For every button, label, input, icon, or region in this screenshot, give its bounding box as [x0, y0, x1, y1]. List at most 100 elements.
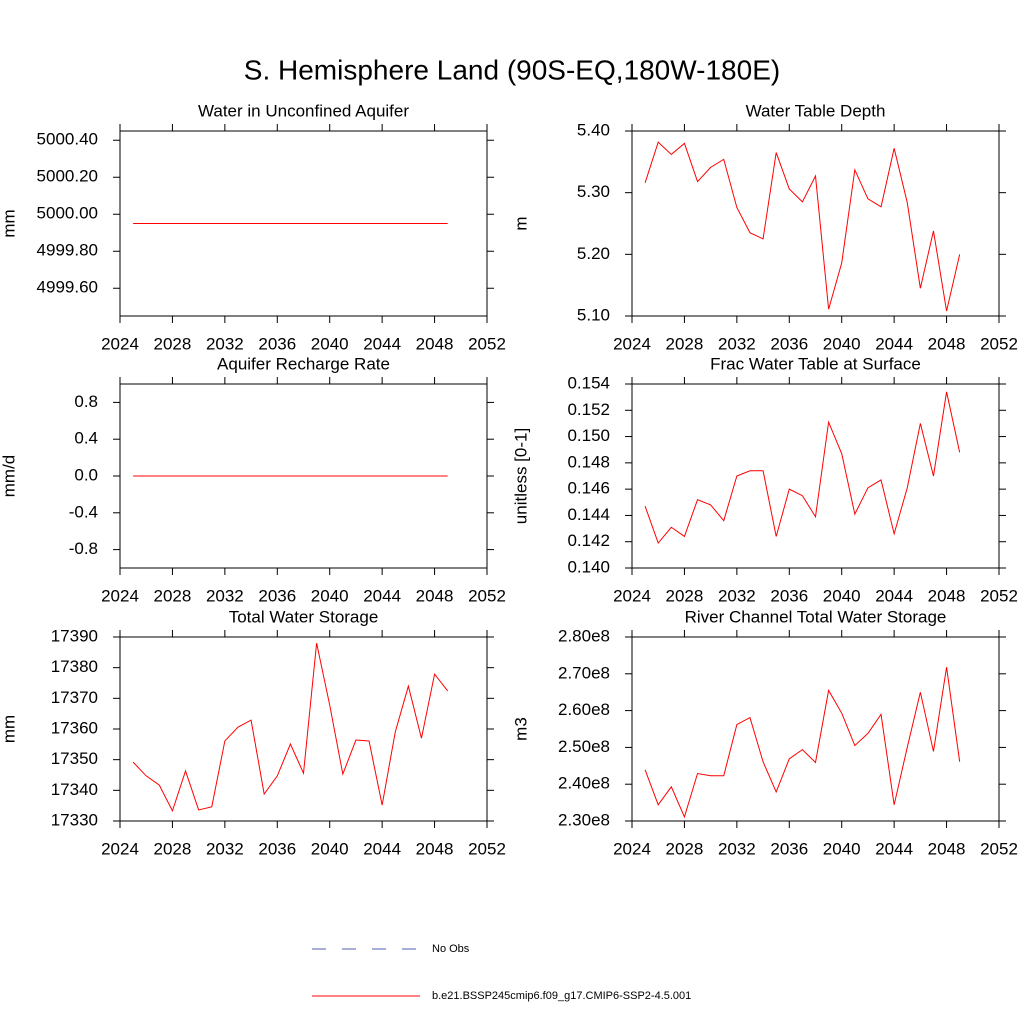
y-tick-label: 0.148: [567, 452, 610, 471]
y-tick-label: 2.70e8: [558, 663, 610, 682]
panel-title: River Channel Total Water Storage: [685, 607, 947, 626]
y-tick-label: 17330: [51, 810, 98, 829]
legend-label: No Obs: [432, 943, 470, 955]
panel-title: Water in Unconfined Aquifer: [198, 101, 409, 120]
y-tick-label: 2.80e8: [558, 626, 610, 645]
x-tick-label: 2032: [206, 586, 244, 605]
y-tick-label: 0.152: [567, 400, 610, 419]
y-tick-label: 2.60e8: [558, 700, 610, 719]
x-tick-label: 2024: [101, 334, 139, 353]
x-tick-label: 2048: [416, 586, 454, 605]
x-tick-label: 2028: [666, 839, 704, 858]
x-tick-label: 2024: [613, 839, 651, 858]
x-tick-label: 2048: [416, 839, 454, 858]
x-tick-label: 2052: [468, 586, 506, 605]
x-tick-label: 2040: [311, 839, 349, 858]
figure-title: S. Hemisphere Land (90S-EQ,180W-180E): [244, 54, 780, 85]
x-tick-label: 2044: [875, 839, 913, 858]
y-tick-label: 5.20: [577, 244, 610, 263]
plot-frame: [631, 636, 1000, 822]
x-tick-label: 2052: [980, 334, 1018, 353]
y-tick-label: 5.40: [577, 120, 610, 139]
x-tick-label: 2024: [101, 839, 139, 858]
y-tick-label: -0.4: [69, 502, 98, 521]
y-tick-label: 17380: [51, 657, 98, 676]
panel-title: Frac Water Table at Surface: [710, 354, 921, 373]
x-tick-label: 2040: [823, 839, 861, 858]
x-tick-label: 2028: [154, 334, 192, 353]
y-axis-label: mm: [0, 715, 18, 743]
panel-title: Total Water Storage: [229, 607, 379, 626]
x-tick-label: 2048: [928, 334, 966, 353]
x-tick-label: 2048: [416, 334, 454, 353]
x-tick-label: 2048: [928, 586, 966, 605]
x-tick-label: 2032: [718, 334, 756, 353]
x-tick-label: 2052: [980, 586, 1018, 605]
x-tick-label: 2036: [258, 334, 296, 353]
x-tick-label: 2032: [718, 586, 756, 605]
y-axis-label: mm/d: [0, 455, 18, 498]
data-line: [644, 667, 961, 819]
y-tick-label: 5000.20: [37, 167, 98, 186]
y-tick-label: 17340: [51, 780, 98, 799]
y-tick-label: 0.146: [567, 479, 610, 498]
data-line: [644, 391, 961, 545]
x-tick-label: 2044: [363, 334, 401, 353]
y-tick-label: 17350: [51, 749, 98, 768]
x-tick-label: 2036: [770, 839, 808, 858]
panel-title: Water Table Depth: [746, 101, 886, 120]
x-tick-label: 2024: [101, 586, 139, 605]
y-tick-label: 0.150: [567, 426, 610, 445]
x-tick-label: 2036: [258, 839, 296, 858]
x-tick-label: 2040: [311, 586, 349, 605]
x-tick-label: 2052: [468, 839, 506, 858]
y-tick-label: 2.30e8: [558, 810, 610, 829]
plot-frame: [119, 130, 488, 317]
x-tick-label: 2028: [154, 586, 192, 605]
y-tick-label: 5.30: [577, 182, 610, 201]
y-tick-label: 0.140: [567, 557, 610, 576]
x-tick-label: 2032: [718, 839, 756, 858]
y-tick-label: 5000.40: [37, 130, 98, 149]
y-axis-label: m3: [511, 717, 530, 741]
y-tick-label: 2.50e8: [558, 737, 610, 756]
x-tick-label: 2036: [770, 586, 808, 605]
x-tick-label: 2048: [928, 839, 966, 858]
y-tick-label: 5000.00: [37, 204, 98, 223]
x-tick-label: 2028: [154, 839, 192, 858]
data-line: [132, 643, 449, 813]
x-tick-label: 2040: [823, 586, 861, 605]
x-tick-label: 2032: [206, 334, 244, 353]
x-tick-label: 2044: [875, 586, 913, 605]
x-tick-label: 2044: [363, 586, 401, 605]
y-tick-label: 4999.60: [37, 278, 98, 297]
legend-label: b.e21.BSSP245cmip6.f09_g17.CMIP6-SSP2-4.…: [432, 990, 691, 1002]
y-axis-label: unitless [0-1]: [511, 428, 530, 524]
x-tick-label: 2040: [311, 334, 349, 353]
y-tick-label: 5.10: [577, 305, 610, 324]
data-line: [644, 141, 961, 312]
y-tick-label: 0.142: [567, 531, 610, 550]
y-tick-label: 0.0: [74, 465, 98, 484]
x-tick-label: 2052: [468, 334, 506, 353]
x-tick-label: 2028: [666, 586, 704, 605]
x-tick-label: 2044: [363, 839, 401, 858]
y-tick-label: 17360: [51, 718, 98, 737]
y-tick-label: 0.144: [567, 505, 610, 524]
x-tick-label: 2036: [258, 586, 296, 605]
y-tick-label: 4999.80: [37, 241, 98, 260]
y-tick-label: 0.8: [74, 392, 98, 411]
y-tick-label: 17390: [51, 626, 98, 645]
y-tick-label: 17370: [51, 688, 98, 707]
plot-frame: [631, 130, 1000, 317]
x-tick-label: 2052: [980, 839, 1018, 858]
x-tick-label: 2044: [875, 334, 913, 353]
x-tick-label: 2040: [823, 334, 861, 353]
y-tick-label: 2.40e8: [558, 774, 610, 793]
x-tick-label: 2024: [613, 334, 651, 353]
x-tick-label: 2024: [613, 586, 651, 605]
x-tick-label: 2036: [770, 334, 808, 353]
panel-title: Aquifer Recharge Rate: [217, 354, 390, 373]
